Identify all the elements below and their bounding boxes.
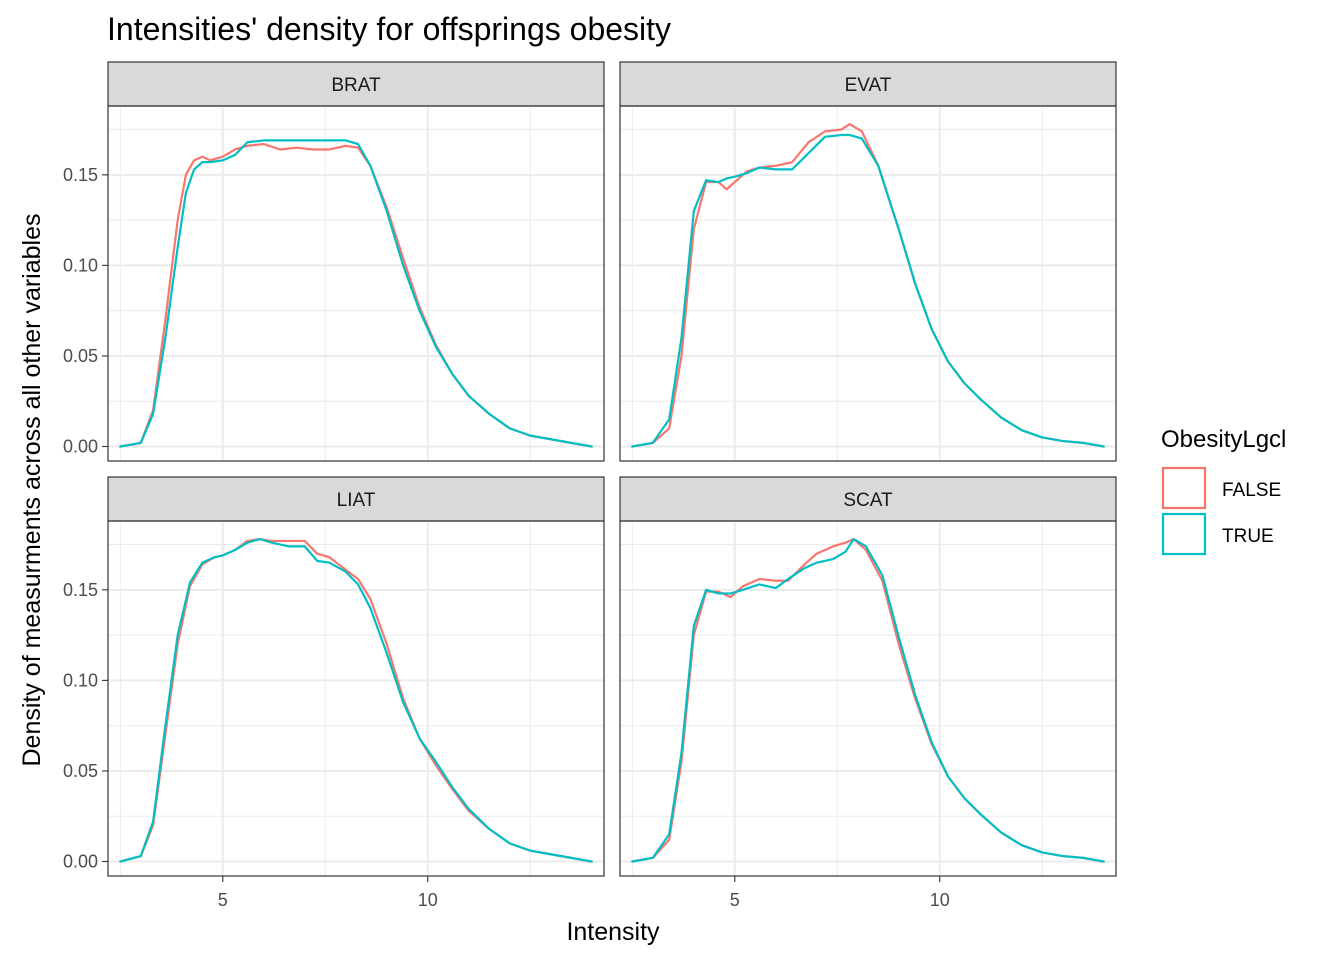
strip-brat — [107, 61, 605, 107]
density-line-liat-false — [119, 538, 593, 863]
y-tick-label: 0.15 — [63, 580, 98, 600]
gridlines — [108, 106, 604, 461]
legend-label-false: FALSE — [1222, 480, 1281, 501]
density-line-evat-false — [631, 123, 1105, 448]
x-tick-label: 5 — [730, 890, 740, 910]
legend-key-false — [1161, 466, 1207, 510]
panel-brat: BRAT 0.00 0.05 0.10 0.15 — [63, 61, 605, 462]
panel-evat: EVAT — [619, 61, 1117, 462]
y-tick-label: 0.05 — [63, 761, 98, 781]
legend-item-false: FALSE — [1161, 466, 1281, 510]
legend-label-true: TRUE — [1222, 526, 1274, 547]
chart-title: Intensities' density for offsprings obes… — [107, 11, 671, 47]
strip-label-evat: EVAT — [845, 75, 892, 96]
gridlines — [620, 106, 1116, 461]
strip-label-liat: LIAT — [337, 490, 376, 511]
y-tick-label: 0.10 — [63, 670, 98, 690]
y-tick-label: 0.00 — [63, 852, 98, 872]
strip-liat — [107, 476, 605, 522]
legend-items: FALSE TRUE — [1161, 466, 1281, 556]
gridlines — [620, 521, 1116, 876]
x-tick-label: 10 — [930, 890, 950, 910]
y-tick-label: 0.15 — [63, 165, 98, 185]
density-line-scat-false — [631, 538, 1105, 863]
panel-border — [619, 105, 1117, 462]
panel-border — [619, 520, 1117, 877]
x-tick-label: 10 — [418, 890, 438, 910]
y-tick-label: 0.10 — [63, 255, 98, 275]
strip-label-brat: BRAT — [331, 75, 381, 96]
y-tick-label: 0.05 — [63, 346, 98, 366]
density-line-liat-true — [119, 538, 593, 863]
legend-key-true — [1161, 512, 1207, 556]
legend: ObesityLgcl FALSE TRUE — [1161, 426, 1286, 556]
strip-scat — [619, 476, 1117, 522]
panel-scat: SCAT 5 10 — [619, 476, 1117, 910]
panel-liat: LIAT 0.00 0.05 0.10 0.15 5 10 — [63, 476, 605, 910]
density-line-brat-true — [119, 139, 593, 448]
density-line-scat-true — [631, 538, 1105, 863]
strip-evat — [619, 61, 1117, 107]
x-axis-title: Intensity — [566, 918, 660, 946]
gridlines — [108, 521, 604, 876]
density-line-evat-true — [631, 133, 1105, 448]
y-tick-label: 0.00 — [63, 437, 98, 457]
panel-border — [107, 105, 605, 462]
strip-label-scat: SCAT — [843, 490, 893, 511]
y-axis-title: Density of measurments across all other … — [18, 213, 46, 766]
panels-layer: BRAT 0.00 0.05 0.10 0.15 EVAT LIAT 0.00 0.05 0.10… — [63, 61, 1117, 910]
legend-title: ObesityLgcl — [1161, 426, 1286, 453]
x-tick-label: 5 — [218, 890, 228, 910]
legend-item-true: TRUE — [1161, 512, 1274, 556]
panel-border — [107, 520, 605, 877]
